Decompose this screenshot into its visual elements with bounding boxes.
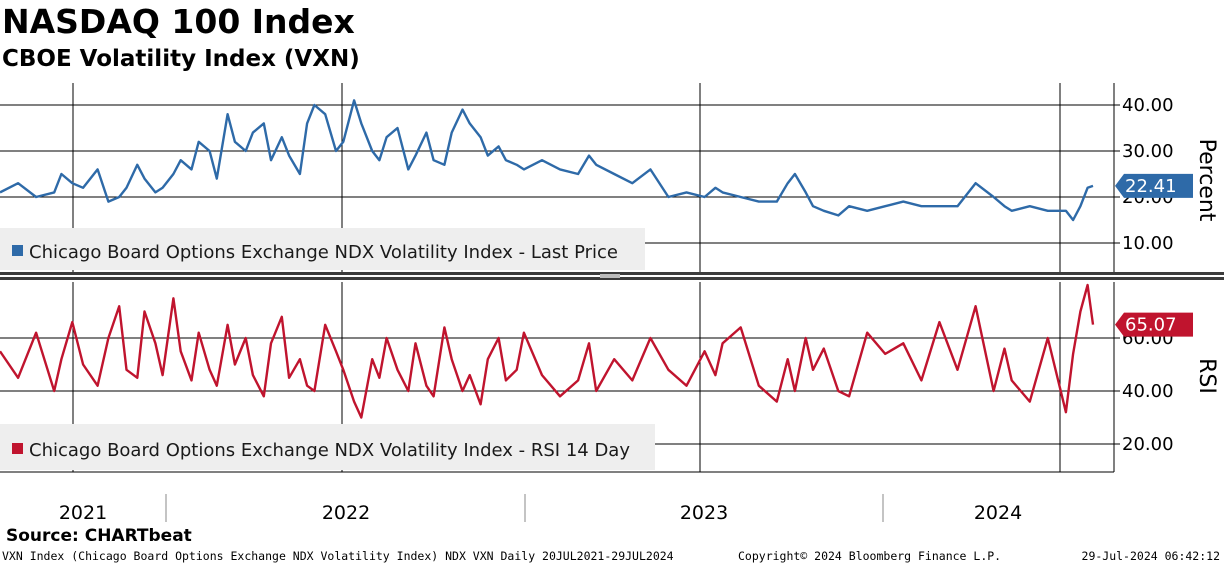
price-legend-box xyxy=(0,228,645,270)
price-legend-label: Chicago Board Options Exchange NDX Volat… xyxy=(29,242,618,263)
upper-ytick-label: 10.00 xyxy=(1122,233,1174,254)
x-tick-label: 2023 xyxy=(680,502,728,524)
upper-ytick-label: 30.00 xyxy=(1122,141,1174,162)
lower-panel: 60.00 40.00 20.00 RSI Chicago Board Opti… xyxy=(0,282,1219,472)
panel-divider xyxy=(0,272,1224,275)
footer-timestamp: 29-Jul-2024 06:42:12 xyxy=(1081,549,1220,563)
price-legend-swatch xyxy=(12,245,23,256)
rsi-last-value-label: 65.07 xyxy=(1125,315,1177,336)
panel-divider-lower xyxy=(0,277,1224,280)
upper-panel: 40.00 30.00 20.00 10.00 Percent Chicago … xyxy=(0,83,1219,272)
x-tick-label: 2024 xyxy=(974,502,1022,524)
x-tick-label: 2021 xyxy=(59,502,107,524)
x-tick-label: 2022 xyxy=(322,502,370,524)
source-note: Source: CHARTbeat xyxy=(6,526,192,546)
upper-ylabel: Percent xyxy=(1194,139,1219,222)
chart-title: NASDAQ 100 Index xyxy=(2,2,355,41)
price-series-line xyxy=(0,99,1094,222)
rsi-legend-swatch xyxy=(12,443,23,454)
footer-copyright: Copyright© 2024 Bloomberg Finance L.P. xyxy=(738,549,1002,563)
panel-divider-grip[interactable] xyxy=(600,274,620,278)
price-last-value-callout xyxy=(1115,173,1193,198)
lower-ytick-label: 20.00 xyxy=(1122,434,1174,455)
chart-subtitle: CBOE Volatility Index (VXN) xyxy=(2,46,360,72)
rsi-legend-label: Chicago Board Options Exchange NDX Volat… xyxy=(29,440,630,461)
upper-ytick-label: 40.00 xyxy=(1122,95,1174,116)
rsi-series-line xyxy=(0,283,1095,419)
footer-description: VXN Index (Chicago Board Options Exchang… xyxy=(2,549,674,563)
x-axis: 2021 2022 2023 2024 xyxy=(0,471,1114,524)
lower-ylabel: RSI xyxy=(1194,358,1219,394)
rsi-legend-box xyxy=(0,424,655,470)
price-last-value-label: 22.41 xyxy=(1125,176,1177,197)
rsi-last-value-callout xyxy=(1115,312,1193,337)
lower-ytick-label: 40.00 xyxy=(1122,381,1174,402)
